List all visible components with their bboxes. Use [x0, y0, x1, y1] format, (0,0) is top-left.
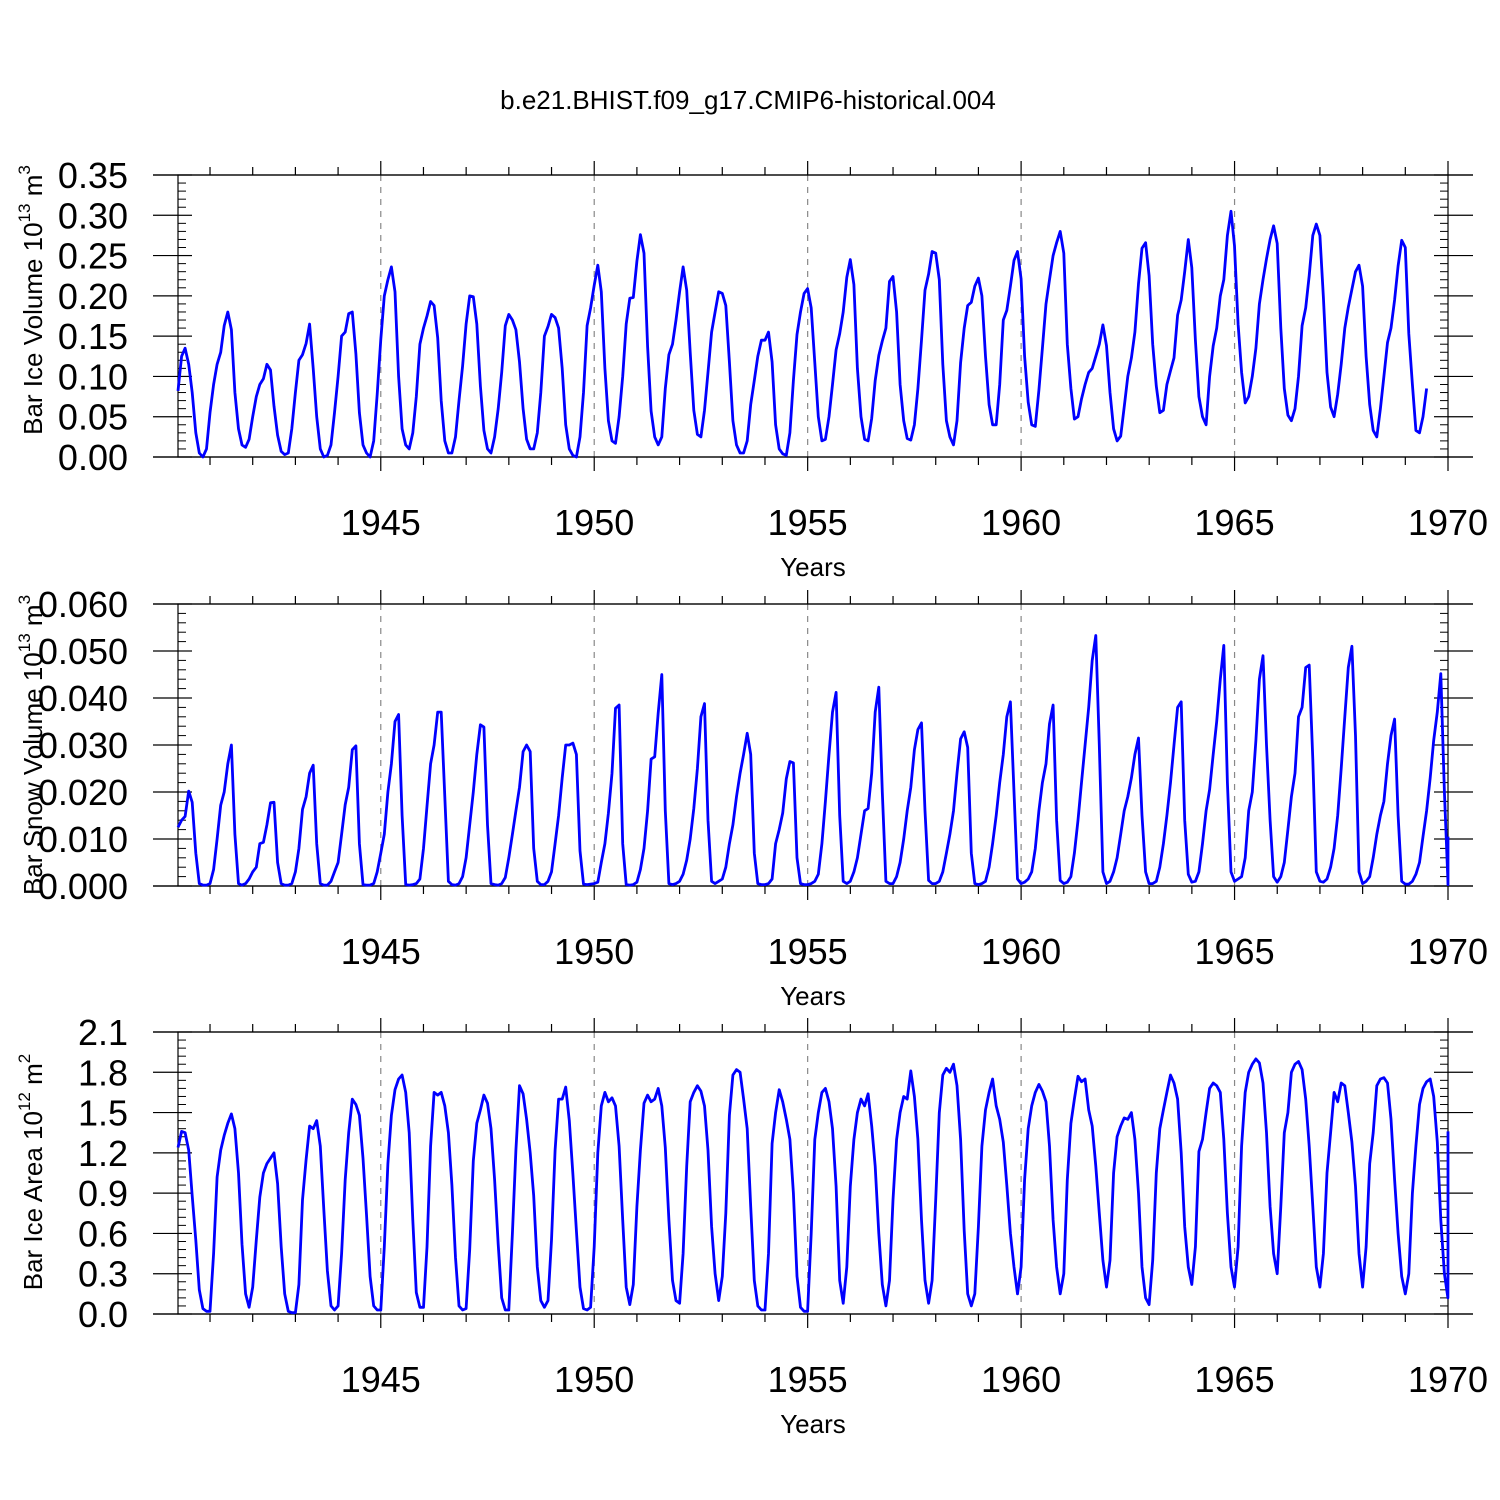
y-tick-label: 2.1: [78, 1012, 128, 1053]
y-tick-label: 0.000: [38, 866, 128, 907]
x-axis-label: Years: [780, 1409, 846, 1439]
x-tick-label: 1950: [554, 931, 634, 972]
y-tick-label: 0.9: [78, 1173, 128, 1214]
y-tick-label: 0.10: [58, 356, 128, 397]
x-tick-label: 1970: [1408, 502, 1488, 543]
x-tick-label: 1950: [554, 502, 634, 543]
y-tick-label: 1.2: [78, 1133, 128, 1174]
y-axis-label: Bar Ice Volume 1013 m3: [15, 165, 48, 435]
y-axis-label: Bar Snow Volume 1013 m3: [15, 595, 48, 895]
y-tick-label: 1.5: [78, 1093, 128, 1134]
x-tick-label: 1955: [768, 502, 848, 543]
y-tick-label: 0.25: [58, 236, 128, 277]
y-tick-label: 0.3: [78, 1254, 128, 1295]
y-tick-label: 0.35: [58, 155, 128, 196]
y-tick-label: 0.020: [38, 772, 128, 813]
x-tick-label: 1945: [341, 1359, 421, 1400]
y-tick-label: 0.0: [78, 1294, 128, 1335]
y-tick-label: 0.15: [58, 316, 128, 357]
x-tick-label: 1945: [341, 931, 421, 972]
y-tick-label: 0.30: [58, 195, 128, 236]
panel-ice-volume: 0.000.050.100.150.200.250.300.35 1945 1950…: [15, 155, 1488, 582]
y-tick-label: 0.00: [58, 437, 128, 478]
y-tick-label: 0.050: [38, 631, 128, 672]
x-tick-label: 1945: [341, 502, 421, 543]
y-tick-label: 0.060: [38, 584, 128, 625]
x-tick-label: 1950: [554, 1359, 634, 1400]
series-line-ice-volume: [176, 209, 1428, 459]
y-tick-label: 0.030: [38, 725, 128, 766]
panel-ice-area: 0.00.30.60.91.21.51.82.1 1945 1950 1955 1960…: [15, 1012, 1488, 1439]
x-tick-label: 1970: [1408, 1359, 1488, 1400]
x-tick-label: 1960: [981, 931, 1061, 972]
x-tick-label: 1970: [1408, 931, 1488, 972]
y-tick-label: 1.8: [78, 1052, 128, 1093]
x-tick-label: 1960: [981, 1359, 1061, 1400]
x-tick-label: 1960: [981, 502, 1061, 543]
y-tick-label: 0.05: [58, 397, 128, 438]
x-axis-label: Years: [780, 981, 846, 1011]
panels-group: 0.000.050.100.150.200.250.300.35 1945 1950…: [15, 155, 1488, 1439]
series-line-snow-volume: [176, 634, 1450, 887]
x-tick-label: 1965: [1195, 931, 1275, 972]
y-tick-label: 0.010: [38, 819, 128, 860]
x-tick-label: 1965: [1195, 502, 1275, 543]
panel-snow-volume: 0.000 0.010 0.020 0.030 0.040 0.050 0.060 1945 1…: [15, 584, 1488, 1011]
x-tick-label: 1955: [768, 1359, 848, 1400]
y-axis-label: Bar Ice Area 1012 m2: [15, 1054, 48, 1291]
x-tick-label: 1965: [1195, 1359, 1275, 1400]
series-line-ice-area: [176, 1057, 1450, 1315]
y-tick-label: 0.20: [58, 276, 128, 317]
y-tick-label: 0.6: [78, 1213, 128, 1254]
plot-frame: [177, 603, 1449, 887]
y-tick-label: 0.040: [38, 678, 128, 719]
x-tick-label: 1955: [768, 931, 848, 972]
x-axis-label: Years: [780, 552, 846, 582]
figure-title: b.e21.BHIST.f09_g17.CMIP6-historical.004: [500, 85, 996, 115]
